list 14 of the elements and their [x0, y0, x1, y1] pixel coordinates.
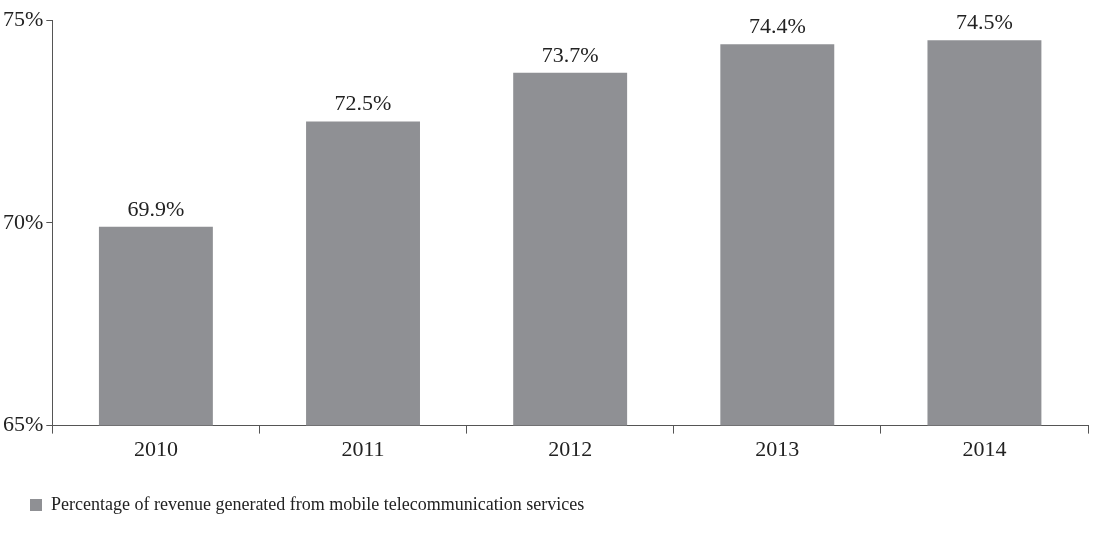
x-tick-label: 2014 — [962, 435, 1007, 461]
data-label: 72.5% — [334, 90, 392, 116]
x-tick-label: 2012 — [548, 435, 593, 461]
y-tick-label: 65% — [3, 411, 44, 437]
legend-label: Percentage of revenue generated from mobile telecommunication services — [51, 493, 585, 514]
y-tick-label: 70% — [3, 208, 44, 234]
x-tick-label: 2013 — [755, 435, 800, 461]
data-label: 69.9% — [127, 195, 185, 221]
data-label: 74.5% — [956, 9, 1013, 35]
y-tick-label: 75% — [3, 5, 44, 31]
data-label: 74.4% — [748, 13, 806, 39]
x-tick-label: 2010 — [133, 435, 178, 461]
data-label: 73.7% — [541, 41, 599, 67]
x-tick-label: 2011 — [341, 435, 385, 461]
